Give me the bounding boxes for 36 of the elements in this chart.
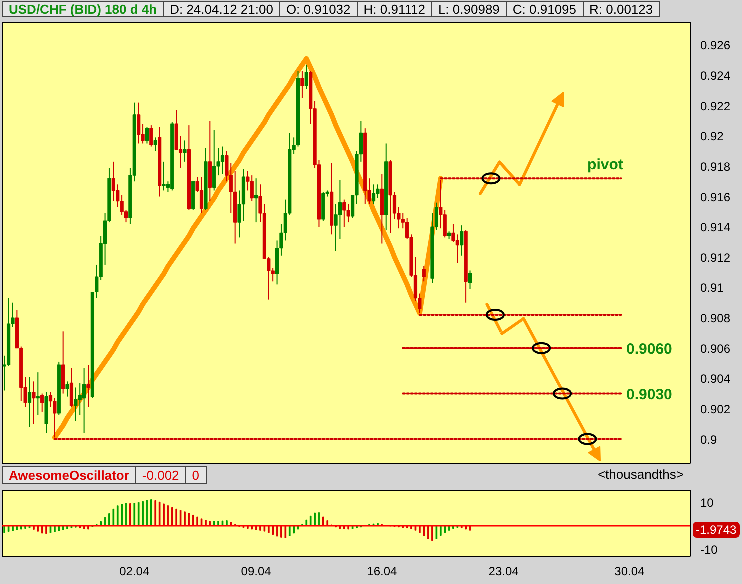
text: R: 0.00123 (582, 1, 660, 17)
annotation: 0.9030 (626, 386, 672, 404)
chart-title: AwesomeOscillator (2, 466, 136, 484)
text: L: 0.90989 (431, 1, 507, 17)
y-tick-label: 0.92 (700, 130, 724, 144)
text: D: 24.04.12 21:00 (163, 1, 280, 17)
text: 0 (185, 466, 207, 484)
y-tick-label: 0.914 (700, 220, 731, 235)
y-tick-label: 0.902 (700, 402, 731, 416)
y-tick-label: 0.91 (700, 281, 724, 296)
y-axis-title: <thousandths> (598, 466, 684, 484)
text: H: 0.91112 (356, 1, 432, 17)
y-tick-label: -10 (700, 542, 718, 557)
x-tick-label: 23.04 (488, 564, 520, 578)
x-tick-label: 09.04 (241, 564, 272, 578)
y-tick-label: 0.918 (700, 160, 731, 174)
y-tick-label: 0.908 (700, 312, 731, 326)
y-tick-label: 0.904 (700, 372, 731, 386)
annotation: 0.9060 (626, 340, 672, 358)
y-tick-label: 0.912 (700, 250, 731, 265)
x-tick-label: 30.04 (614, 564, 646, 578)
text: -1.9743 (693, 522, 740, 538)
y-tick-label: 0.906 (700, 342, 731, 356)
text: -0.002 (135, 466, 186, 484)
y-tick-label: 0.924 (700, 69, 731, 84)
y-tick-label: 0.926 (700, 38, 731, 53)
x-tick-label: 02.04 (120, 564, 150, 578)
text: O: 0.91032 (279, 1, 358, 17)
y-tick-label: 0.9 (700, 432, 718, 447)
y-tick-label: 0.916 (700, 190, 731, 204)
y-tick-label: 0.922 (700, 99, 731, 114)
annotation: pivot (588, 156, 624, 174)
chart-title: USD/CHF (BID) 180 d 4h (2, 1, 164, 17)
y-tick-label: 10 (700, 496, 714, 510)
x-tick-label: 16.04 (367, 564, 398, 578)
text: C: 0.91095 (506, 1, 584, 17)
